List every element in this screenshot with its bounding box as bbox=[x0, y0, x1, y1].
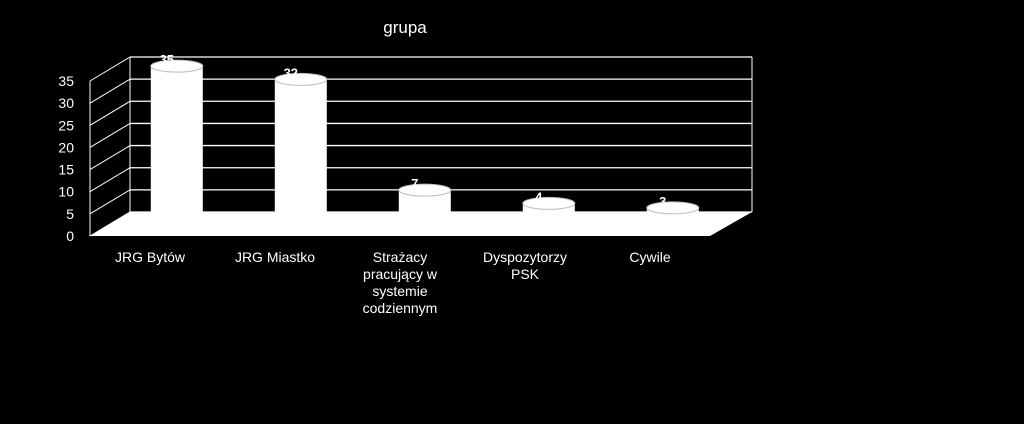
y-tick-label: 15 bbox=[58, 162, 74, 178]
chart-walls bbox=[89, 57, 753, 236]
data-labels: 35 32 7 4 3 bbox=[160, 52, 667, 209]
bar bbox=[274, 79, 327, 228]
x-tick-label-line: JRG Bytów bbox=[115, 249, 186, 265]
bar bbox=[150, 66, 203, 228]
x-tick-label-line: Strażacy bbox=[373, 249, 427, 265]
gridline-side bbox=[89, 122, 131, 148]
gridline-side bbox=[89, 189, 131, 215]
y-axis-ticks: 0 5 10 15 20 25 30 35 bbox=[58, 73, 74, 244]
data-label: 7 bbox=[411, 176, 418, 191]
bar-top bbox=[274, 72, 328, 86]
gridline-side bbox=[89, 100, 131, 126]
gridline-side bbox=[89, 145, 131, 171]
x-tick-label-line: JRG Miastko bbox=[235, 249, 315, 265]
y-tick-label: 10 bbox=[58, 184, 74, 200]
y-tick-label: 30 bbox=[58, 95, 74, 111]
bar-top bbox=[646, 201, 700, 215]
x-tick-label: Dyspozytorzy PSK bbox=[483, 249, 567, 282]
data-label: 3 bbox=[659, 194, 666, 209]
bar bbox=[522, 203, 575, 228]
y-tick-label: 5 bbox=[66, 206, 74, 222]
gridline-side bbox=[89, 78, 131, 104]
x-tick-label: Strażacy pracujący w systemie codziennym bbox=[363, 249, 438, 316]
bar-top bbox=[398, 183, 452, 197]
x-tick-label-line: Dyspozytorzy bbox=[483, 249, 567, 265]
x-tick-label-line: systemie bbox=[372, 283, 427, 299]
bars bbox=[150, 59, 700, 228]
y-tick-label: 25 bbox=[58, 117, 74, 133]
data-label: 35 bbox=[160, 52, 174, 67]
bar-top bbox=[522, 196, 576, 210]
bar-top bbox=[150, 59, 204, 73]
chart-title: grupa bbox=[383, 18, 427, 37]
x-tick-label-line: codziennym bbox=[363, 300, 438, 316]
x-tick-label-line: PSK bbox=[511, 266, 540, 282]
y-tick-label: 35 bbox=[58, 73, 74, 89]
x-tick-label: Cywile bbox=[629, 249, 670, 265]
x-tick-label-line: Cywile bbox=[629, 249, 670, 265]
x-tick-label-line: pracujący w bbox=[363, 266, 438, 282]
gridline-side bbox=[89, 167, 131, 193]
x-tick-label: JRG Bytów bbox=[115, 249, 186, 265]
bar bbox=[398, 190, 451, 228]
y-tick-label: 0 bbox=[66, 228, 74, 244]
gridline-side bbox=[89, 56, 131, 82]
data-label: 32 bbox=[284, 65, 298, 80]
y-tick-label: 20 bbox=[58, 139, 74, 155]
data-label: 4 bbox=[535, 189, 543, 204]
x-tick-label: JRG Miastko bbox=[235, 249, 315, 265]
